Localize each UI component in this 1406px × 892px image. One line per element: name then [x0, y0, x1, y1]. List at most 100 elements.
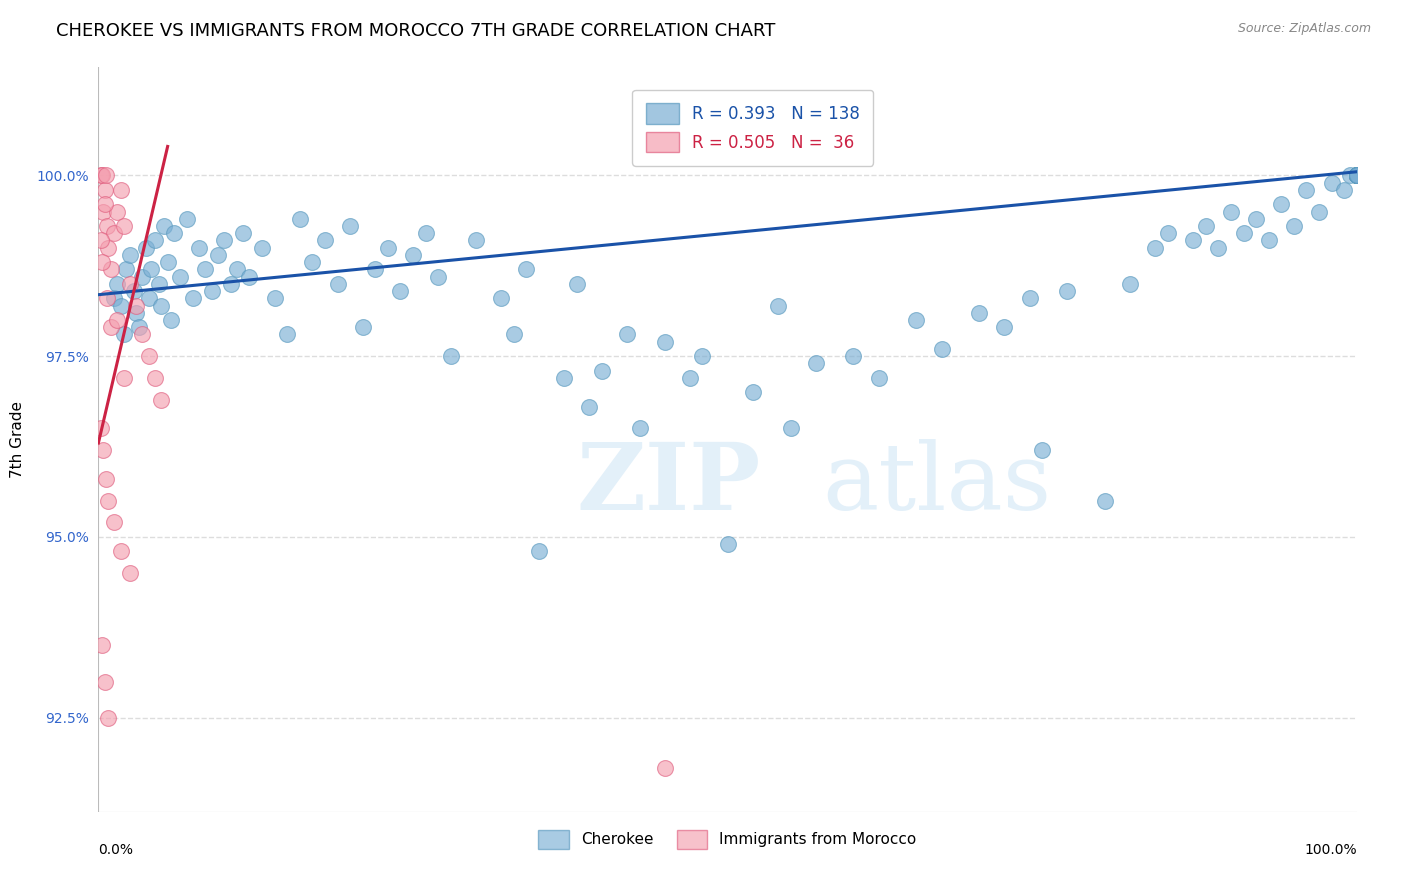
Point: [122, 284, 145, 298]
Point: [201, 284, 224, 298]
Point: [96, 291, 118, 305]
Point: [232, 226, 254, 240]
Point: [326, 277, 349, 291]
Point: [993, 320, 1015, 334]
Point: [717, 537, 740, 551]
Point: [100, 320, 122, 334]
Point: [103, 516, 125, 530]
Point: [118, 566, 141, 580]
Point: [654, 334, 676, 349]
Point: [364, 262, 387, 277]
Point: [402, 248, 425, 262]
Point: [194, 262, 217, 277]
Point: [91, 639, 114, 653]
Point: [842, 349, 865, 363]
Point: [389, 284, 412, 298]
Point: [181, 291, 204, 305]
Point: [128, 320, 150, 334]
Point: [143, 234, 166, 248]
Point: [1031, 443, 1053, 458]
Point: [1346, 169, 1368, 183]
Point: [804, 356, 827, 370]
Point: [1346, 169, 1368, 183]
Point: [1220, 204, 1243, 219]
Point: [1346, 169, 1368, 183]
Point: [1346, 169, 1368, 183]
Point: [143, 371, 166, 385]
Point: [1346, 169, 1368, 183]
Point: [1346, 169, 1368, 183]
Point: [1346, 169, 1368, 183]
Point: [105, 313, 128, 327]
Point: [1346, 169, 1368, 183]
Text: atlas: atlas: [823, 439, 1052, 529]
Point: [93, 204, 115, 219]
Point: [131, 269, 153, 284]
Point: [1094, 493, 1116, 508]
Point: [1346, 169, 1368, 183]
Point: [1346, 169, 1368, 183]
Point: [138, 349, 160, 363]
Point: [110, 544, 132, 558]
Point: [969, 306, 991, 320]
Point: [465, 234, 488, 248]
Point: [135, 241, 157, 255]
Point: [1346, 169, 1368, 183]
Point: [1208, 241, 1230, 255]
Point: [219, 277, 242, 291]
Point: [103, 291, 125, 305]
Point: [125, 299, 148, 313]
Point: [1295, 183, 1317, 197]
Legend: Cherokee, Immigrants from Morocco: Cherokee, Immigrants from Morocco: [531, 822, 924, 856]
Point: [905, 313, 928, 327]
Point: [93, 183, 115, 197]
Point: [97, 711, 120, 725]
Point: [1346, 169, 1368, 183]
Point: [1232, 226, 1254, 240]
Point: [1346, 169, 1368, 183]
Point: [692, 349, 714, 363]
Text: ZIP: ZIP: [576, 439, 761, 529]
Point: [1308, 204, 1330, 219]
Point: [502, 327, 524, 342]
Point: [105, 277, 128, 291]
Point: [1018, 291, 1040, 305]
Point: [377, 241, 399, 255]
Text: Source: ZipAtlas.com: Source: ZipAtlas.com: [1237, 22, 1371, 36]
Point: [214, 234, 236, 248]
Point: [118, 277, 141, 291]
Point: [1320, 176, 1343, 190]
Point: [1282, 219, 1305, 233]
Point: [1346, 169, 1368, 183]
Point: [1346, 169, 1368, 183]
Point: [1195, 219, 1218, 233]
Point: [766, 299, 789, 313]
Point: [207, 248, 229, 262]
Point: [1346, 169, 1368, 183]
Point: [238, 269, 260, 284]
Point: [150, 392, 173, 407]
Point: [1346, 169, 1368, 183]
Point: [301, 255, 323, 269]
Point: [1346, 169, 1368, 183]
Point: [1346, 169, 1368, 183]
Point: [90, 421, 112, 435]
Point: [1346, 169, 1368, 183]
Point: [125, 306, 148, 320]
Point: [141, 262, 163, 277]
Point: [263, 291, 285, 305]
Point: [1333, 183, 1355, 197]
Point: [515, 262, 537, 277]
Point: [1056, 284, 1078, 298]
Point: [1346, 169, 1368, 183]
Point: [112, 219, 135, 233]
Point: [110, 299, 132, 313]
Point: [94, 169, 117, 183]
Point: [616, 327, 638, 342]
Point: [578, 400, 600, 414]
Point: [1346, 169, 1368, 183]
Point: [103, 226, 125, 240]
Point: [1346, 169, 1368, 183]
Point: [148, 277, 170, 291]
Point: [1144, 241, 1167, 255]
